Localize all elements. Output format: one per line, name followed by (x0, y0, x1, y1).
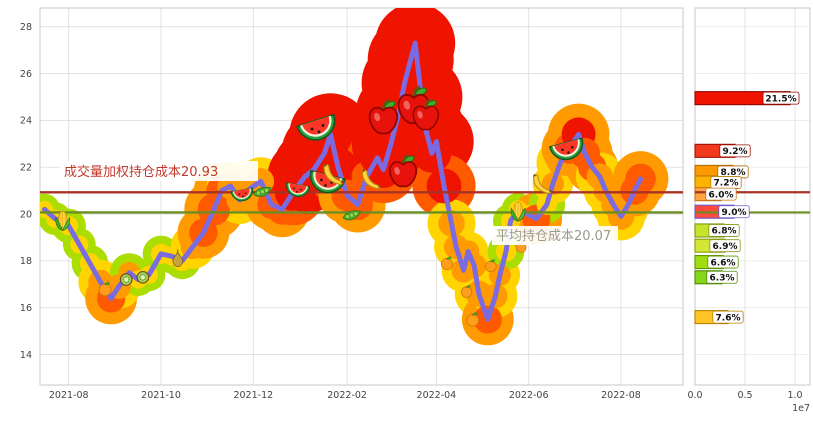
volume-bars: 21.5% 9.2% 8.8%7.2%6.0% 9.0% 6.8% 6.9% 6.6% 6.3… (694, 91, 810, 325)
y-tick-label: 26 (20, 69, 32, 80)
y-tick-label: 28 (20, 22, 32, 33)
vwap-label-background (60, 161, 258, 181)
avg-cost-label: 平均持仓成本20.07 (496, 229, 611, 244)
x-tick-label: 2022-04 (417, 390, 457, 401)
volume-bar-label: 7.2% (714, 179, 739, 189)
dist-layers: 21.5% 9.2% 8.8%7.2%6.0% 9.0% 6.8% 6.9% 6.6% 6.3… (687, 7, 811, 414)
volume-bar-label: 6.3% (710, 273, 735, 283)
y-tick-label: 18 (20, 256, 32, 267)
volume-bar-label-box (706, 270, 738, 284)
dist-tick-labels: 0.0 0.5 1.0 1e7 (687, 390, 810, 414)
x-tick-label: 2022-06 (509, 390, 549, 401)
volume-bar-label-box (709, 239, 741, 253)
volume-bar-label: 6.9% (713, 242, 738, 252)
x-tick-label: 2021-12 (233, 390, 273, 401)
kiwi-icon (136, 270, 150, 284)
x-tick-label: 2022-08 (601, 390, 641, 401)
y-tick-label: 16 (20, 303, 32, 314)
volume-bar-label: 8.8% (721, 168, 746, 178)
x-tick-label: 2022-02 (327, 390, 367, 401)
x-tick-label: 2021-08 (49, 390, 89, 401)
volume-bar-label-box (712, 310, 744, 324)
volume-profile-chart: 21.5% 9.2% 8.8%7.2%6.0% 9.0% 6.8% 6.9% 6.6% 6.3… (687, 7, 811, 414)
volume-bar-label: 21.5% (765, 94, 796, 104)
volume-bar-label-box (762, 91, 800, 105)
volume-bar-label: 6.0% (709, 190, 734, 200)
volume-bar-label-box (718, 205, 750, 219)
volume-bar-label-box (707, 255, 739, 269)
y-tick-label: 24 (20, 116, 32, 127)
avg-label-background (492, 226, 618, 245)
x-axis-unit-label: 1e7 (792, 403, 810, 414)
kiwi-icon (119, 273, 133, 286)
y-tick-label: 20 (20, 209, 32, 220)
x-tick-label: 1.0 (787, 390, 802, 401)
chart-layers: 14 16 18 20 22 24 26 28 2021-08 2021-10 2021-12 202… (20, 7, 684, 401)
vwap-cost-label: 成交量加权持仓成本20.93 (64, 164, 218, 180)
volume-bar-label: 6.8% (712, 227, 737, 237)
price-line (42, 40, 644, 322)
y-tick-label: 14 (20, 350, 32, 361)
price-history-chart: 14 16 18 20 22 24 26 28 2021-08 2021-10 2021-12 202… (20, 7, 684, 401)
x-tick-label: 0.5 (737, 390, 752, 401)
x-tick-label: 0.0 (687, 390, 702, 401)
volume-bar-label: 9.2% (723, 147, 748, 157)
volume-bar-label: 7.6% (716, 313, 741, 323)
volume-bar-label-box (719, 144, 751, 158)
cost-annotations: 成交量加权持仓成本20.93 平均持仓成本20.07 (60, 161, 618, 245)
volume-bar-label: 6.6% (711, 258, 736, 268)
x-tick-label: 2021-10 (141, 390, 181, 401)
volume-bar-label-box (708, 224, 740, 237)
volume-bar-label: 9.0% (722, 208, 747, 218)
y-tick-label: 22 (20, 163, 32, 174)
axis-tick-labels: 14 16 18 20 22 24 26 28 2021-08 2021-10 2021-12 202… (20, 22, 641, 401)
volume-bar-label-box (705, 187, 737, 201)
